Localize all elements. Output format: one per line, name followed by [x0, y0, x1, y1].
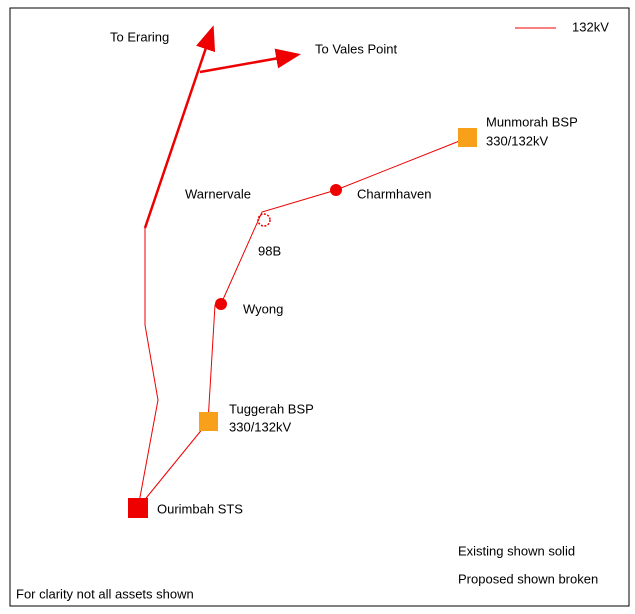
node-sublabel: 330/132kV	[229, 419, 291, 434]
note: Proposed shown broken	[458, 571, 598, 586]
node-label: Munmorah BSP	[486, 114, 578, 129]
node-label: Ourimbah STS	[157, 501, 243, 516]
substation	[128, 498, 148, 518]
proposed-node	[257, 213, 271, 227]
destination-label: To Vales Point	[315, 41, 398, 56]
note: For clarity not all assets shown	[16, 586, 194, 601]
node	[215, 298, 227, 310]
line	[137, 228, 159, 509]
node-label: 98B	[258, 243, 281, 258]
node-label: Warnervale	[185, 186, 251, 201]
substation	[199, 412, 218, 431]
line-to-vales-point	[199, 48, 301, 74]
frame	[9, 7, 630, 607]
note: Existing shown solid	[458, 543, 575, 558]
node-label: Tuggerah BSP	[229, 401, 314, 416]
node-label: Charmhaven	[357, 186, 431, 201]
node-sublabel: 330/132kV	[486, 133, 548, 148]
node-label: Wyong	[243, 301, 283, 316]
node	[330, 184, 342, 196]
destination-label: To Eraring	[110, 29, 169, 44]
line-to-eraring	[143, 25, 216, 229]
legend-label: 132kV	[572, 19, 609, 34]
substation	[458, 128, 477, 147]
